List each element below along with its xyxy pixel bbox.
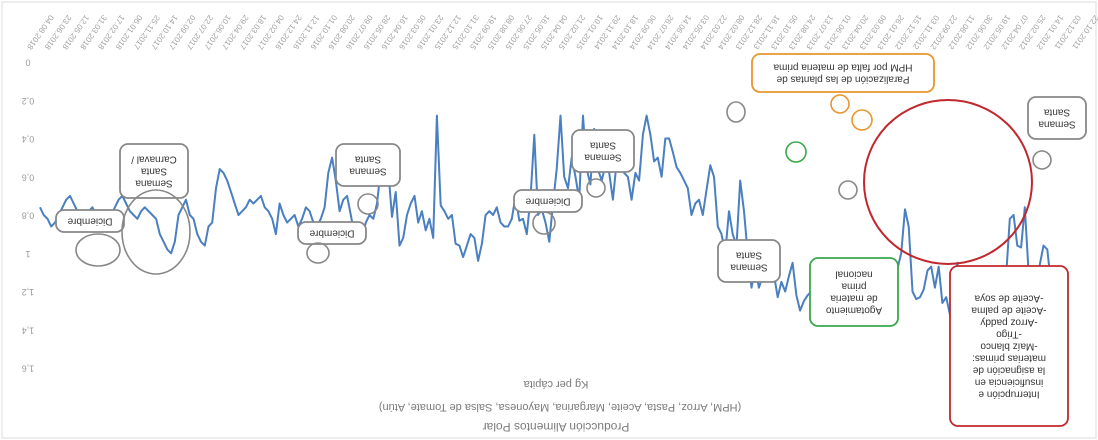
annotation-text-agot: nacional (835, 268, 872, 279)
y-tick-label: 1,6 (22, 364, 35, 374)
annotation-text-interr: insuficiencia en (975, 376, 1043, 387)
annotation-text-dic2: Diciembre (309, 227, 354, 238)
chart-title: Producción Alimentos Polar (483, 420, 630, 434)
annotation-text-interr: -Trigo (996, 328, 1022, 339)
annotation-text-dic1: Diciembre (67, 215, 112, 226)
y-tick-label: 0,8 (22, 211, 35, 221)
annotation-text-interr: -Aceite de soya (974, 292, 1043, 303)
chart-subtitle: (HPM, Arroz, Pasta, Aceite, Margarina, M… (379, 401, 741, 413)
annotation-text-santa3: Santa (589, 139, 616, 150)
y-tick-label: 0,6 (22, 172, 35, 182)
y-tick-label: 0 (25, 58, 30, 68)
annotation-text-agot: prima (841, 280, 866, 291)
annotation-text-agot: Agotamiento (825, 304, 882, 315)
annotation-text-interr: -Maíz blanco (980, 340, 1038, 351)
y-tick-label: 1,4 (22, 325, 35, 335)
annotation-text-santa3: Semana (584, 151, 622, 162)
y-tick-label: 0,2 (22, 96, 35, 106)
annotation-text-santa2: Santa (354, 153, 381, 164)
annotation-text-carnaval: Santa (140, 165, 167, 176)
y-tick-label: 1,2 (22, 287, 35, 297)
annotation-text-hpm: Paralización de las plantas de (776, 73, 909, 84)
annotation-text-carnaval: Semana (135, 177, 173, 188)
annotation-text-carnaval: Carnaval / (131, 153, 177, 164)
annotation-text-interr: -Aceite de palma (971, 304, 1046, 315)
annotation-text-santa5: Santa (1043, 106, 1070, 117)
annotation-text-dic3: Diciembre (525, 195, 570, 206)
y-tick-label: 0,4 (22, 134, 35, 144)
annotation-text-santa2: Semana (349, 165, 387, 176)
annotation-text-santa4: Santa (735, 249, 762, 260)
annotation-text-interr: materias primas: (972, 352, 1046, 363)
annotation-text-interr: la asignación de (972, 364, 1045, 375)
annotation-text-agot: de materia (830, 292, 878, 303)
annotation-text-interr: Interrupción e (978, 388, 1040, 399)
annotation-text-santa5: Semana (1038, 118, 1076, 129)
y-axis-label: Kg per cápita (523, 378, 589, 390)
annotation-text-hpm: HPM por falta de materia prima (773, 61, 912, 72)
annotation-text-interr: -Arroz paddy (980, 316, 1037, 327)
y-tick-label: 1 (25, 249, 30, 259)
annotation-text-santa4: Semana (730, 261, 768, 272)
